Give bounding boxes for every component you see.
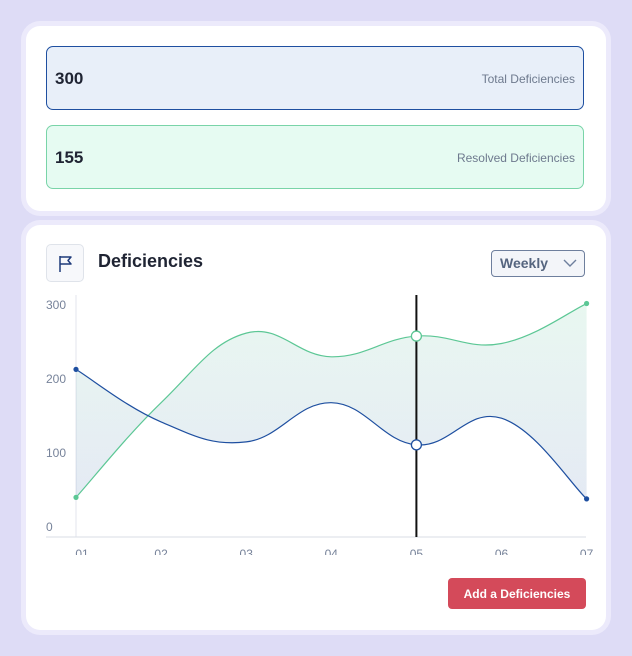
y-tick-label: 0 <box>46 520 53 534</box>
range-select[interactable]: Weekly <box>491 250 585 277</box>
resolved-point <box>584 300 590 307</box>
total-deficiencies-stat: 300 Total Deficiencies <box>46 46 584 110</box>
x-tick-label: 02 <box>154 547 168 555</box>
total-deficiencies-value: 300 <box>55 69 84 88</box>
total-deficiencies-label: Total Deficiencies <box>481 72 575 86</box>
deficiencies-chart-card: Deficiencies Weekly 0 100 200 300 01 02 03 04 05… <box>26 225 606 630</box>
total-area <box>76 303 587 499</box>
x-tick-label: 07 <box>580 547 594 555</box>
resolved-series-line <box>75 302 587 498</box>
flag-icon-box <box>46 244 84 282</box>
summary-card: 300 Total Deficiencies 155 Resolved Defi… <box>26 26 606 211</box>
x-tick-label: 06 <box>495 547 509 555</box>
resolved-highlight-point <box>410 330 423 342</box>
x-tick-label: 03 <box>240 547 254 555</box>
resolved-deficiencies-stat: 155 Resolved Deficiencies <box>46 125 584 189</box>
flag-icon <box>59 256 72 272</box>
x-tick-label: 04 <box>325 547 339 555</box>
y-tick-label: 200 <box>46 372 66 386</box>
deficiencies-line-chart: 0 100 200 300 01 02 03 04 05 06 07 <box>46 295 594 555</box>
y-tick-label: 100 <box>46 446 66 460</box>
total-highlight-point <box>410 439 423 451</box>
range-select-value: Weekly <box>500 255 548 271</box>
add-deficiency-button[interactable]: Add a Deficiencies <box>448 578 586 609</box>
resolved-deficiencies-value: 155 <box>55 148 84 167</box>
total-point <box>73 366 79 372</box>
resolved-point <box>73 494 79 500</box>
x-tick-label: 05 <box>410 547 424 555</box>
resolved-deficiencies-label: Resolved Deficiencies <box>456 151 575 165</box>
chevron-down-icon <box>563 259 577 267</box>
chart-title: Deficiencies <box>98 251 204 271</box>
total-series-line <box>75 368 588 500</box>
x-tick-label: 01 <box>75 547 89 555</box>
y-tick-label: 300 <box>46 298 66 312</box>
total-point <box>584 496 590 502</box>
